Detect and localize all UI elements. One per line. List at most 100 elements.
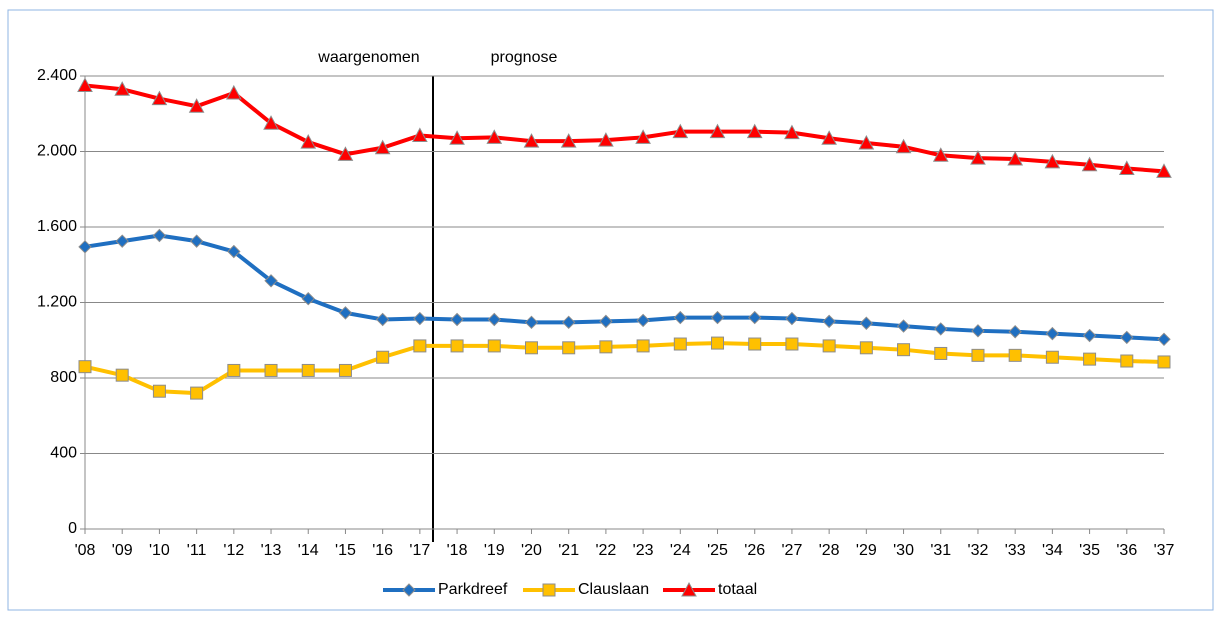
x-tick-label: '15	[335, 542, 356, 559]
y-tick-label: 800	[50, 369, 77, 386]
marker	[784, 124, 800, 140]
x-tick-label: '33	[1005, 542, 1026, 559]
chart-frame	[7, 9, 1214, 611]
marker	[190, 386, 204, 400]
marker	[338, 363, 352, 377]
marker	[598, 132, 614, 147]
marker	[1008, 348, 1022, 362]
annotation: waargenomen	[317, 49, 419, 66]
marker	[673, 310, 688, 325]
marker	[897, 343, 911, 357]
y-tick-label: 0	[68, 520, 77, 537]
marker	[115, 234, 129, 248]
x-tick-label: '12	[223, 542, 244, 559]
marker	[1008, 325, 1022, 339]
x-tick-label: '37	[1154, 542, 1175, 559]
marker	[413, 311, 427, 326]
x-tick-label: '22	[595, 542, 616, 559]
marker	[785, 337, 799, 351]
marker	[152, 384, 166, 398]
marker	[524, 341, 538, 355]
marker	[152, 228, 167, 243]
marker	[561, 315, 576, 330]
marker	[1118, 160, 1135, 175]
marker	[635, 129, 651, 144]
marker	[896, 319, 911, 333]
marker	[300, 134, 317, 149]
marker	[542, 583, 556, 597]
marker	[1157, 355, 1171, 369]
marker	[822, 339, 836, 353]
x-tick-label: '20	[521, 542, 542, 559]
y-tick-label: 2.000	[37, 143, 77, 160]
marker	[1045, 326, 1060, 341]
x-tick-label: '29	[856, 542, 877, 559]
x-tick-label: '19	[484, 542, 505, 559]
marker	[78, 240, 92, 254]
marker	[487, 339, 501, 353]
x-tick-label: '14	[298, 542, 319, 559]
marker	[264, 274, 278, 288]
marker	[636, 339, 650, 353]
marker	[560, 133, 577, 148]
marker	[486, 129, 503, 144]
marker	[971, 348, 985, 362]
marker	[1081, 156, 1098, 172]
x-tick-label: '08	[75, 542, 96, 559]
annotation: prognose	[491, 49, 558, 66]
marker	[375, 312, 390, 327]
marker	[822, 314, 836, 329]
marker	[114, 81, 131, 96]
marker	[1045, 350, 1059, 364]
marker	[263, 115, 279, 130]
y-tick-label: 2.400	[37, 67, 77, 84]
marker	[636, 313, 650, 328]
marker	[1007, 150, 1024, 166]
marker	[748, 337, 762, 351]
x-tick-label: '28	[819, 542, 840, 559]
marker	[524, 315, 539, 330]
marker	[821, 130, 837, 145]
marker	[374, 139, 391, 155]
marker	[450, 339, 464, 353]
marker	[337, 146, 354, 161]
marker	[748, 310, 762, 325]
marker	[709, 123, 726, 139]
marker	[746, 123, 763, 139]
marker	[710, 310, 725, 325]
marker	[264, 363, 278, 377]
marker	[1082, 328, 1097, 343]
marker	[1156, 163, 1172, 178]
y-tick-label: 1.600	[37, 218, 77, 235]
marker	[523, 133, 540, 148]
marker	[376, 350, 390, 364]
marker	[859, 316, 874, 330]
x-tick-label: '13	[261, 542, 282, 559]
marker	[672, 123, 689, 139]
marker	[449, 130, 465, 145]
x-tick-label: '34	[1042, 542, 1063, 559]
legend-label: Parkdreef	[438, 581, 508, 598]
x-tick-label: '18	[447, 542, 468, 559]
x-tick-label: '24	[670, 542, 691, 559]
x-tick-label: '26	[744, 542, 765, 559]
marker	[932, 147, 949, 162]
y-tick-label: 400	[50, 445, 77, 462]
marker	[1157, 332, 1171, 347]
marker	[1083, 352, 1097, 366]
marker	[858, 134, 875, 150]
marker	[1120, 330, 1134, 345]
marker	[971, 324, 985, 338]
marker	[970, 150, 986, 165]
marker	[673, 337, 687, 351]
legend-label: Clauslaan	[578, 581, 649, 598]
marker	[934, 346, 948, 360]
legend-label: totaal	[718, 581, 757, 598]
marker	[338, 306, 353, 320]
marker	[227, 244, 241, 259]
marker	[934, 322, 948, 336]
marker	[785, 311, 799, 326]
x-tick-label: '17	[409, 542, 430, 559]
marker	[77, 77, 93, 92]
